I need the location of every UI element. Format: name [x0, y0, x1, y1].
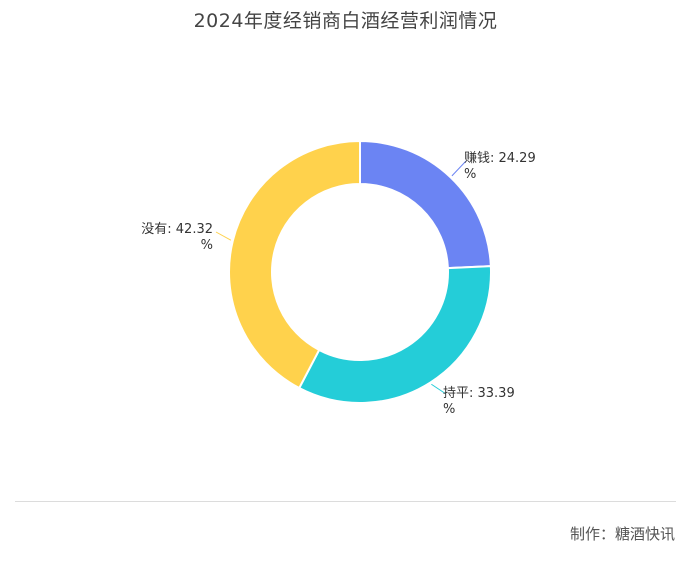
slice-label-0: 赚钱: 24.29% [464, 150, 536, 182]
leader-line-0 [451, 160, 467, 177]
chart-title: 2024年度经销商白酒经营利润情况 [193, 10, 498, 32]
slice-label-1: 持平: 33.39% [443, 386, 515, 417]
leader-line-1 [431, 383, 447, 395]
donut-slice-2 [228, 139, 361, 390]
slice-label-2: 没有: 42.32% [141, 222, 213, 253]
slices-group [228, 139, 492, 404]
credit-text: 制作：糖酒快讯 [569, 525, 675, 543]
leader-line-2 [215, 231, 232, 241]
footer-divider [15, 501, 676, 502]
leader-lines-group [215, 160, 467, 395]
donut-slice-1 [297, 265, 492, 404]
slice-labels-group: 赚钱: 24.29 % 持平: 33.39 % 没有: 42.32% [141, 150, 535, 417]
